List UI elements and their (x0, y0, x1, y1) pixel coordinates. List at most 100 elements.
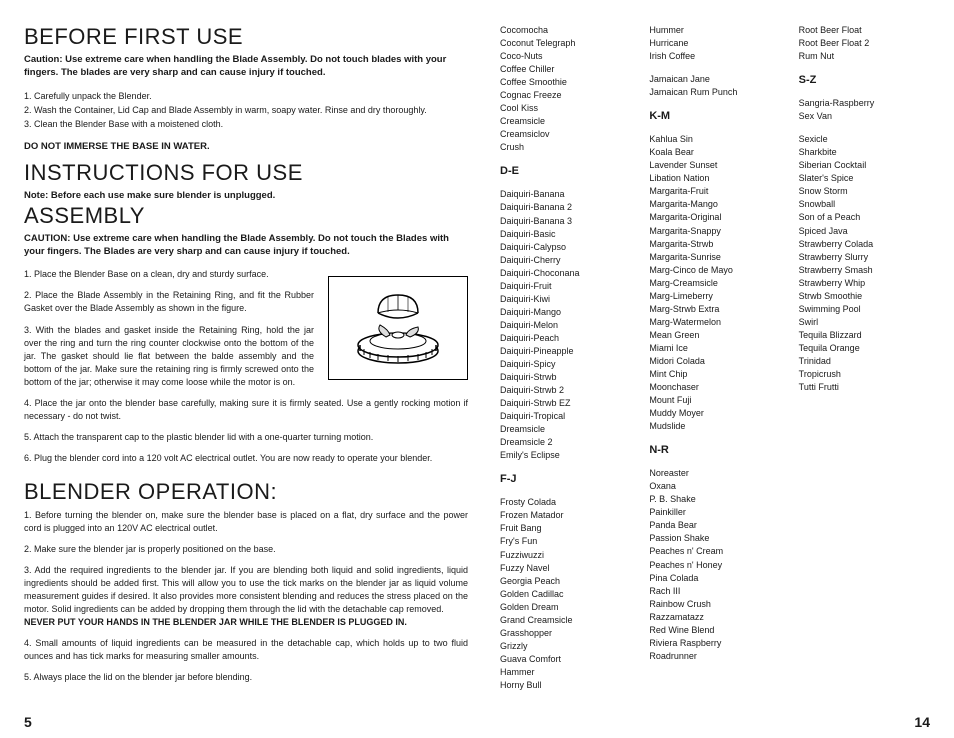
drink-item: Sharkbite (799, 146, 930, 159)
drink-item: Panda Bear (649, 519, 780, 532)
drink-index: CocomochaCoconut TelegraphCoco-NutsCoffe… (500, 24, 930, 692)
drink-item: Tropicrush (799, 368, 930, 381)
drink-item: Kahlua Sin (649, 133, 780, 146)
drink-item: Coconut Telegraph (500, 37, 631, 50)
drink-item: Margarita-Strwb (649, 238, 780, 251)
drink-item: Coffee Smoothie (500, 76, 631, 89)
drink-item: Emily's Eclipse (500, 449, 631, 462)
index-section-heading: N-R (649, 443, 780, 459)
drink-item: Koala Bear (649, 146, 780, 159)
drink-item: Creamsiclov (500, 128, 631, 141)
assembly-steps-narrow: 1. Place the Blender Base on a clean, dr… (24, 268, 314, 388)
drink-item: Grasshopper (500, 627, 631, 640)
drink-item: Mudslide (649, 420, 780, 433)
drink-item: Daiquiri-Strwb (500, 371, 631, 384)
index-section-heading: F-J (500, 472, 631, 488)
drink-item: Marg-Limeberry (649, 290, 780, 303)
text-line: 3. Clean the Blender Base with a moisten… (24, 118, 468, 131)
note-unplug: Note: Before each use make sure blender … (24, 190, 468, 201)
drink-item: Rainbow Crush (649, 598, 780, 611)
drink-item: Strawberry Smash (799, 264, 930, 277)
assembly-steps-full: 4. Place the jar onto the blender base c… (24, 397, 468, 465)
operation-steps-2: 4. Small amounts of liquid ingredients c… (24, 637, 468, 684)
drink-item: Daiquiri-Strwb 2 (500, 384, 631, 397)
drink-column-2: HummerHurricaneIrish CoffeeJamaican Jane… (649, 24, 780, 692)
drink-item: Peaches n' Cream (649, 545, 780, 558)
drink-item: Red Wine Blend (649, 624, 780, 637)
drink-item: Marg-Strwb Extra (649, 303, 780, 316)
drink-item: Root Beer Float (799, 24, 930, 37)
drink-item: Siberian Cocktail (799, 159, 930, 172)
drink-item: Mean Green (649, 329, 780, 342)
drink-item: Margarita-Original (649, 211, 780, 224)
operation-steps-1: 1. Before turning the blender on, make s… (24, 509, 468, 616)
drink-item: Sex Van (799, 110, 930, 123)
drink-item: Midori Colada (649, 355, 780, 368)
drink-item: Hummer (649, 24, 780, 37)
drink-item: Grand Creamsicle (500, 614, 631, 627)
drink-item: Passion Shake (649, 532, 780, 545)
drink-item: Oxana (649, 480, 780, 493)
drink-item: Rach III (649, 585, 780, 598)
drink-item: Strwb Smoothie (799, 290, 930, 303)
text-line: 3. Add the required ingredients to the b… (24, 564, 468, 616)
drink-item: Marg-Watermelon (649, 316, 780, 329)
drink-item: Margarita-Mango (649, 198, 780, 211)
blade-assembly-figure (328, 276, 468, 380)
drink-item: Snow Storm (799, 185, 930, 198)
drink-item: Swirl (799, 316, 930, 329)
drink-item: Tequila Blizzard (799, 329, 930, 342)
drink-item: Guava Comfort (500, 653, 631, 666)
drink-item: Sexicle (799, 133, 930, 146)
drink-item: Muddy Moyer (649, 407, 780, 420)
warn-no-immerse: DO NOT IMMERSE THE BASE IN WATER. (24, 141, 468, 152)
drink-column-3: Root Beer FloatRoot Beer Float 2Rum NutS… (799, 24, 930, 692)
drink-item: Son of a Peach (799, 211, 930, 224)
drink-item: Snowball (799, 198, 930, 211)
drink-item: Daiquiri-Banana (500, 188, 631, 201)
drink-item: Noreaster (649, 467, 780, 480)
text-line: 2. Place the Blade Assembly in the Retai… (24, 289, 314, 315)
drink-item: Fruit Bang (500, 522, 631, 535)
drink-item: Strawberry Colada (799, 238, 930, 251)
heading-operation: BLENDER OPERATION: (24, 479, 468, 505)
drink-item: Moonchaser (649, 381, 780, 394)
drink-item: Tequila Orange (799, 342, 930, 355)
drink-item: Cool Kiss (500, 102, 631, 115)
drink-item: Daiquiri-Tropical (500, 410, 631, 423)
drink-item: Frozen Matador (500, 509, 631, 522)
drink-item: Daiquiri-Pineapple (500, 345, 631, 358)
assembly-block: 1. Place the Blender Base on a clean, dr… (24, 268, 468, 388)
drink-item: Roadrunner (649, 650, 780, 663)
drink-item: Golden Cadillac (500, 588, 631, 601)
drink-item: Rum Nut (799, 50, 930, 63)
drink-item: Slater's Spice (799, 172, 930, 185)
drink-item: Irish Coffee (649, 50, 780, 63)
drink-item: Daiquiri-Kiwi (500, 293, 631, 306)
blade-assembly-icon (338, 283, 458, 373)
drink-item: Razzamatazz (649, 611, 780, 624)
drink-item: Painkiller (649, 506, 780, 519)
drink-item: Crush (500, 141, 631, 154)
text-line: 1. Carefully unpack the Blender. (24, 90, 468, 103)
drink-item: Coffee Chiller (500, 63, 631, 76)
drink-item: P. B. Shake (649, 493, 780, 506)
text-line: 2. Make sure the blender jar is properly… (24, 543, 468, 556)
drink-item: Hammer (500, 666, 631, 679)
drink-item: Golden Dream (500, 601, 631, 614)
drink-item: Frosty Colada (500, 496, 631, 509)
page-number-left: 5 (24, 714, 32, 730)
text-line: 5. Attach the transparent cap to the pla… (24, 431, 468, 444)
drink-item: Daiquiri-Peach (500, 332, 631, 345)
drink-item: Jamaican Jane (649, 73, 780, 86)
drink-item: Cocomocha (500, 24, 631, 37)
drink-item: Tutti Frutti (799, 381, 930, 394)
heading-instructions: INSTRUCTIONS FOR USE (24, 160, 468, 186)
text-line: 3. With the blades and gasket inside the… (24, 324, 314, 389)
left-page: BEFORE FIRST USE Caution: Use extreme ca… (0, 0, 490, 738)
drink-item: Daiquiri-Fruit (500, 280, 631, 293)
drink-item: Spiced Java (799, 225, 930, 238)
drink-item: Lavender Sunset (649, 159, 780, 172)
drink-item: Dreamsicle (500, 423, 631, 436)
warn-hands: NEVER PUT YOUR HANDS IN THE BLENDER JAR … (24, 617, 407, 627)
